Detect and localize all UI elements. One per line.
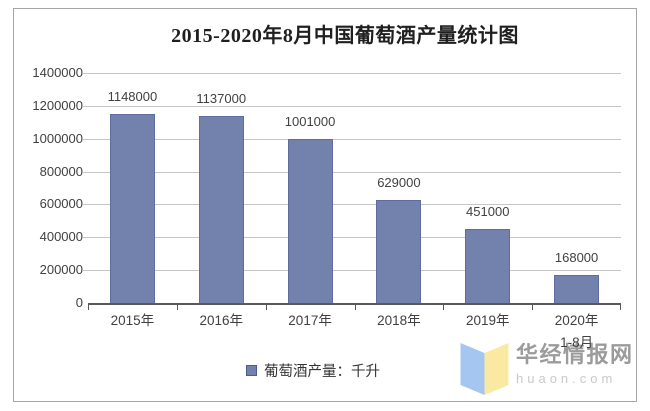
gridline xyxy=(83,73,621,74)
gridline xyxy=(83,138,621,140)
x-axis-tick-mark xyxy=(355,303,356,310)
y-axis-tick-label: 0 xyxy=(75,295,83,310)
x-axis-tick-mark xyxy=(532,303,533,310)
y-axis-tick-label: 400000 xyxy=(39,229,83,245)
y-axis-tick-label: 600000 xyxy=(39,196,83,212)
bar xyxy=(465,228,511,303)
y-axis-tick-label: 800000 xyxy=(39,163,83,179)
x-axis-tick-mark xyxy=(620,303,621,310)
bar xyxy=(554,275,600,303)
watermark-text: 华经情报网 huaon.com xyxy=(516,341,634,386)
bar-value-label: 1148000 xyxy=(107,89,158,105)
y-axis-tick-label: 1200000 xyxy=(32,97,83,113)
bar-value-label: 168000 xyxy=(554,250,599,266)
gridline xyxy=(83,171,621,173)
x-axis-tick-mark xyxy=(443,303,444,310)
bar-value-label: 1137000 xyxy=(196,91,247,107)
bar xyxy=(198,116,244,303)
watermark-domain: huaon.com xyxy=(516,370,617,386)
y-axis-tick-label: 1000000 xyxy=(32,130,83,146)
gridline xyxy=(83,237,621,239)
y-axis-tick-label: 1400000 xyxy=(32,65,83,80)
x-axis-tick-sublabel: 1-8月 xyxy=(560,335,594,350)
legend: 葡萄酒产量：千升 xyxy=(246,360,380,381)
gridline xyxy=(83,270,621,272)
legend-label: 葡萄酒产量：千升 xyxy=(264,364,380,380)
x-axis-tick-label: 2019年 xyxy=(465,313,510,328)
x-axis-tick-label: 2017年 xyxy=(288,313,332,328)
x-axis-tick-label: 2016年 xyxy=(199,313,244,328)
bar xyxy=(287,138,333,303)
bar-value-label: 451000 xyxy=(466,203,510,219)
watermark-name: 华经情报网 xyxy=(516,342,634,367)
open-book-logo-icon xyxy=(460,343,509,395)
y-axis-tick-label: 200000 xyxy=(39,262,83,278)
bar-value-label: 629000 xyxy=(377,174,421,190)
chart-title: 2015-2020年8月中国葡萄酒产量统计图 xyxy=(171,25,519,47)
x-axis-tick-label: 2020年 1-8月 xyxy=(531,310,623,354)
watermark: 华经情报网 huaon.com xyxy=(460,341,634,395)
bar xyxy=(376,199,422,303)
bar xyxy=(109,114,155,303)
legend-marker-icon xyxy=(246,365,257,376)
bar-value-label: 1001000 xyxy=(284,113,336,129)
x-axis-tick-mark xyxy=(88,303,89,310)
x-axis-tick-mark xyxy=(177,303,178,310)
x-axis-tick-label: 2018年 xyxy=(377,313,421,328)
gridline xyxy=(83,204,621,206)
x-axis-tick-label: 2015年 xyxy=(110,313,155,328)
gridline xyxy=(83,105,621,107)
x-axis-tick-mark xyxy=(266,303,267,310)
plot-area: 1148000 2015年 1137000 2016年 1001000 2017年 6290… xyxy=(83,73,621,350)
